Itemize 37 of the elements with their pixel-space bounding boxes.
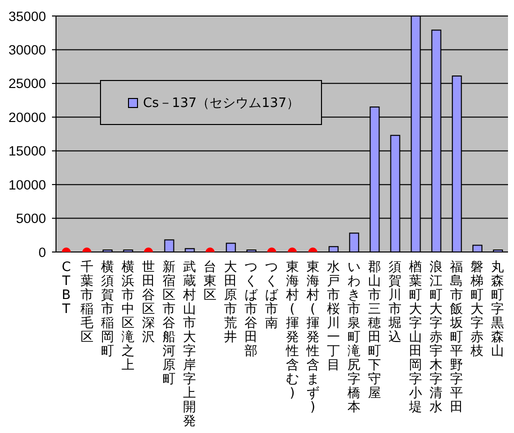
x-tick-label: 台東区 [204, 260, 217, 303]
y-tick-label: 30000 [8, 42, 46, 58]
x-tick-label: 大田原市荒井 [224, 260, 238, 345]
y-tick-label: 10000 [8, 177, 46, 192]
x-tick-label: 水戸市桜川一丁目 [326, 260, 340, 373]
x-tick-label: 横須賀市稲岡町 [100, 260, 114, 359]
x-tick-label: 磐梯町大字赤枝 [470, 260, 484, 359]
bar [328, 246, 339, 252]
bar [226, 242, 236, 252]
y-tick-label: 25000 [8, 76, 46, 92]
bar [472, 244, 482, 252]
x-tick-label: CTBT [61, 260, 71, 317]
x-tick-label: 世田谷区深沢 [142, 260, 155, 345]
bar [164, 239, 174, 252]
y-tick-label: 20000 [8, 110, 46, 125]
category-label: 楢葉町大字山田岡字小堤 [409, 260, 422, 415]
x-tick-label: つくば市南 [265, 260, 280, 331]
category-label: 武蔵村山市大字岸字上開発 [183, 260, 196, 429]
category-label: 浪江町大字赤宇木字清水 [430, 260, 443, 415]
x-tick-label: 丸森町字黒森山 [491, 260, 504, 359]
y-tick-label: 35000 [8, 8, 46, 24]
bar [349, 232, 360, 252]
legend-label: Cs－137（セシウム137） [143, 94, 300, 112]
category-label: 東海村(揮発性含む) [286, 260, 299, 401]
category-label: 郡山市三穂田町下守屋 [368, 260, 381, 401]
category-label: 新宿区市谷船河原町 [162, 260, 176, 387]
y-tick-label: 0 [38, 244, 46, 260]
y-tick-label: 5000 [16, 211, 46, 226]
x-tick-label: 横浜市中区滝之上 [121, 260, 134, 373]
x-tick-label: 千葉市稲毛区 [80, 260, 94, 345]
category-label: いわき市泉町滝尻字橋本 [347, 260, 360, 415]
x-tick-label: つくば市谷田部 [244, 260, 259, 359]
x-tick-label: 須賀川市堀込 [388, 260, 402, 345]
bar [184, 248, 195, 252]
category-label: 福島市飯坂町平野字平田 [450, 260, 464, 415]
y-tick-label: 15000 [8, 144, 46, 159]
category-label: 東海村(揮発性含まず) [306, 260, 320, 415]
